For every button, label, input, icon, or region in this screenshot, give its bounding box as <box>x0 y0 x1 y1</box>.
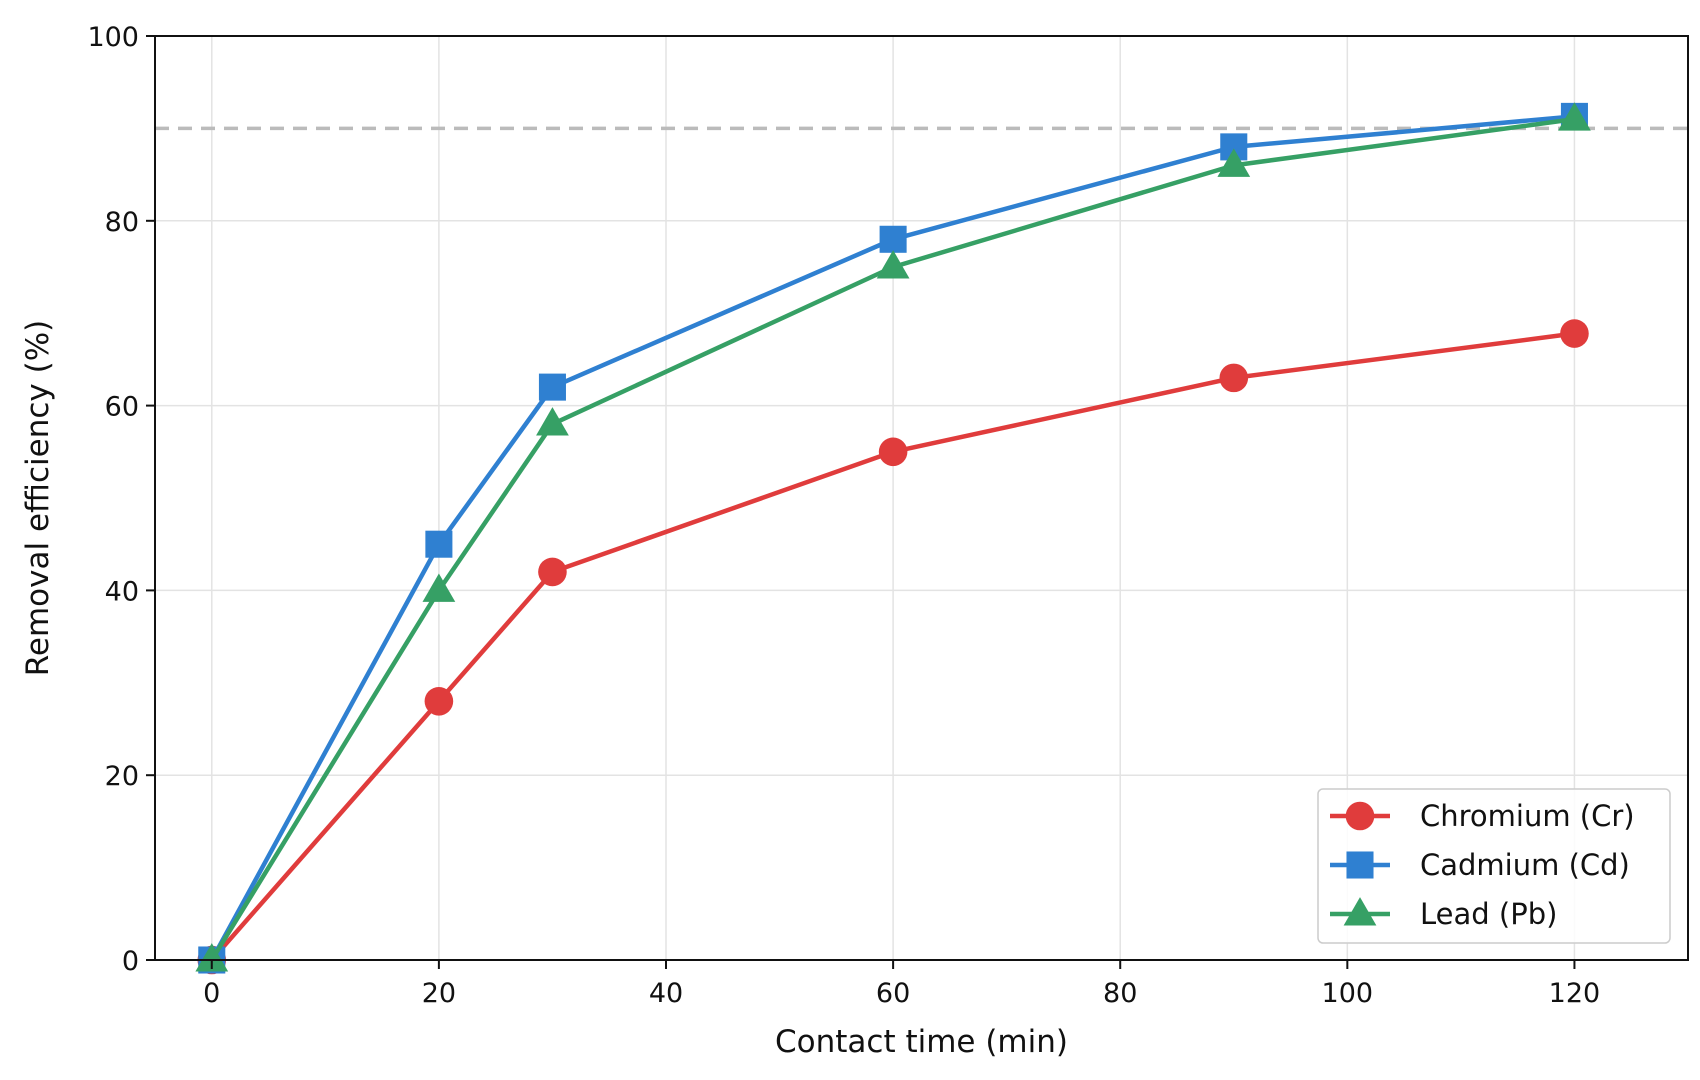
data-point <box>1219 363 1249 393</box>
series-line <box>209 114 1577 963</box>
y-axis-title: Removal efficiency (%) <box>20 320 56 677</box>
plot-frame <box>154 35 1689 961</box>
data-point <box>425 530 453 558</box>
legend-entry: Chromium (Cr) <box>1330 799 1635 833</box>
y-tick-label: 40 <box>105 576 139 607</box>
legend-box <box>1317 788 1671 944</box>
data-point <box>536 407 569 436</box>
legend-label: Cadmium (Cd) <box>1420 848 1630 882</box>
legend-entry: Cadmium (Cd) <box>1330 848 1630 882</box>
y-tick-label: 20 <box>105 761 139 792</box>
legend: Chromium (Cr) Cadmium (Cd) Lead (Pb) <box>1317 788 1671 944</box>
x-tick-label: 100 <box>1322 978 1374 1009</box>
x-tick-label: 0 <box>203 978 220 1009</box>
data-point <box>195 943 229 972</box>
x-tick-label: 40 <box>649 978 683 1009</box>
legend-label: Chromium (Cr) <box>1420 799 1635 833</box>
x-tick-label: 80 <box>1103 978 1137 1009</box>
x-tick-label: 120 <box>1549 978 1601 1009</box>
data-point <box>538 373 566 401</box>
y-tick-label: 0 <box>122 946 139 977</box>
data-point <box>878 437 908 467</box>
x-tick-label: 60 <box>876 978 910 1009</box>
data-point <box>424 686 454 716</box>
data-point <box>538 557 567 587</box>
x-tick-label: 20 <box>422 978 456 1009</box>
y-tick-label: 100 <box>87 22 139 53</box>
data-point <box>422 573 456 602</box>
data-point <box>1560 319 1589 348</box>
x-axis-title: Contact time (min) <box>775 1024 1068 1060</box>
data-point <box>879 225 907 253</box>
legend-entry: Lead (Pb) <box>1330 897 1557 931</box>
legend-marker <box>1346 851 1374 879</box>
legend-marker <box>1345 801 1375 831</box>
data-point <box>1558 102 1591 131</box>
legend-label: Lead (Pb) <box>1420 897 1557 931</box>
data-point <box>876 250 910 279</box>
y-axis-ticks: 0 20 40 60 80 100 <box>87 22 155 977</box>
legend-marker <box>1343 897 1377 926</box>
y-tick-label: 60 <box>105 392 139 423</box>
y-tick-label: 80 <box>105 207 139 238</box>
series-line <box>209 331 1577 963</box>
series-group <box>195 102 1591 975</box>
x-axis-ticks: 0 20 40 60 80 100 120 <box>203 960 1600 1009</box>
series-line <box>209 116 1577 963</box>
data-point <box>1217 148 1251 177</box>
series-2 <box>195 102 1591 972</box>
